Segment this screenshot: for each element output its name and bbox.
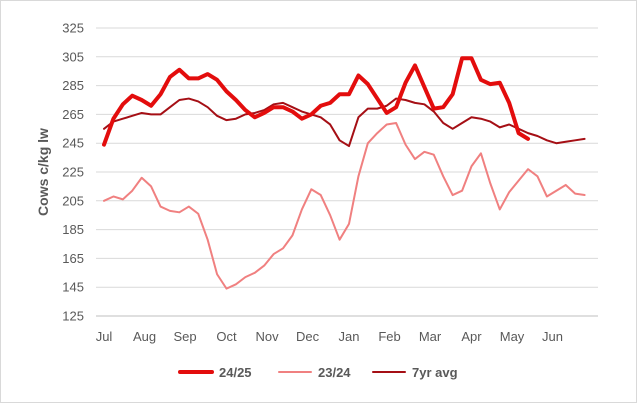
x-tick-label: Oct [216, 329, 237, 344]
x-tick-label: Jun [542, 329, 563, 344]
series-line-7yr-avg [103, 97, 586, 148]
x-tick-label: Aug [133, 329, 156, 344]
series-lines [102, 56, 586, 290]
y-axis-ticks: 125 145 165 185 205 225 245 265 285 305 325 [62, 21, 84, 324]
x-tick-label: May [500, 329, 525, 344]
x-tick-label: Apr [461, 329, 482, 344]
y-tick-label: 325 [62, 21, 84, 36]
x-tick-label: Feb [378, 329, 400, 344]
gridlines [96, 27, 598, 288]
legend-label: 23/24 [318, 365, 351, 380]
y-tick-label: 125 [62, 309, 84, 324]
y-tick-label: 205 [62, 193, 84, 208]
y-tick-label: 245 [62, 136, 84, 151]
x-tick-label: Mar [419, 329, 442, 344]
x-axis-ticks: Jul Aug Sep Oct Nov Dec Jan Feb Mar Apr May Jun [96, 329, 563, 344]
y-tick-label: 285 [62, 78, 84, 93]
legend-label: 24/25 [219, 365, 252, 380]
legend-label: 7yr avg [412, 365, 458, 380]
y-tick-label: 305 [62, 49, 84, 64]
y-axis-label: Cows c/kg lw [35, 128, 51, 216]
x-tick-label: Jul [96, 329, 113, 344]
series-line-24-25 [102, 56, 531, 147]
x-tick-label: Dec [296, 329, 320, 344]
y-tick-label: 265 [62, 107, 84, 122]
y-tick-label: 225 [62, 165, 84, 180]
series-line-23-24 [103, 122, 586, 290]
y-tick-label: 165 [62, 251, 84, 266]
y-tick-label: 185 [62, 222, 84, 237]
y-tick-label: 145 [62, 280, 84, 295]
x-tick-label: Jan [339, 329, 360, 344]
legend: 24/25 23/24 7yr avg [178, 365, 458, 380]
x-tick-label: Nov [255, 329, 279, 344]
x-tick-label: Sep [173, 329, 196, 344]
